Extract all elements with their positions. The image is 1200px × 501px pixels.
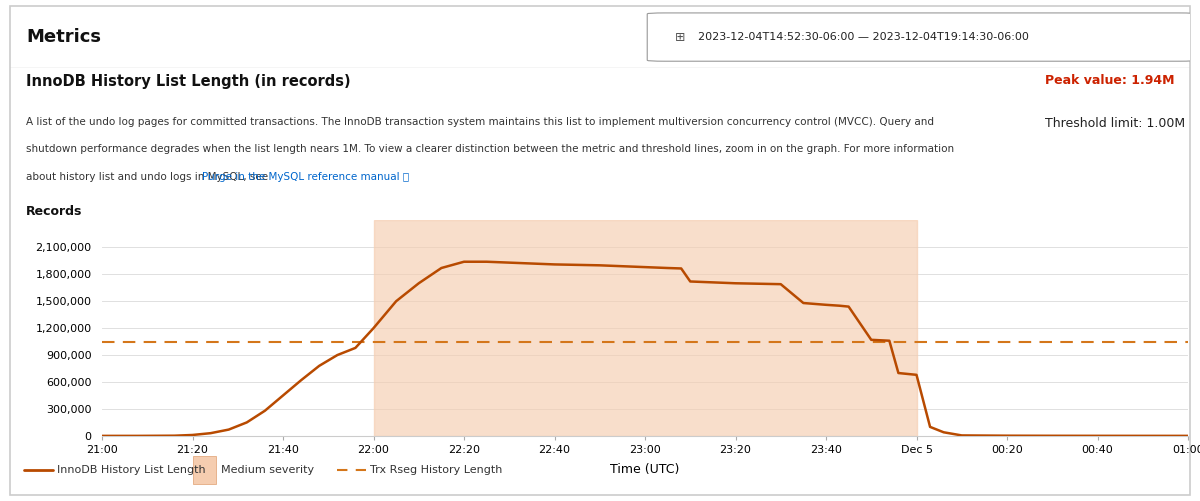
- Bar: [193, 456, 216, 484]
- Text: Records: Records: [26, 205, 83, 218]
- Text: Threshold limit: 1.00M: Threshold limit: 1.00M: [1045, 117, 1186, 130]
- Bar: [373, 220, 917, 436]
- Text: A list of the undo log pages for committed transactions. The InnoDB transaction : A list of the undo log pages for committ…: [26, 117, 934, 127]
- X-axis label: Time (UTC): Time (UTC): [611, 463, 679, 476]
- Text: shutdown performance degrades when the list length nears 1M. To view a clearer d: shutdown performance degrades when the l…: [26, 144, 954, 154]
- Text: ⊞: ⊞: [674, 31, 685, 44]
- Text: 2023-12-04T14:52:30-06:00 — 2023-12-04T19:14:30-06:00: 2023-12-04T14:52:30-06:00 — 2023-12-04T1…: [691, 32, 1028, 42]
- FancyBboxPatch shape: [647, 13, 1196, 61]
- Text: about history list and undo logs in MySQL, see: about history list and undo logs in MySQ…: [26, 171, 269, 181]
- Text: Medium severity: Medium severity: [221, 465, 314, 475]
- Text: InnoDB History List Length (in records): InnoDB History List Length (in records): [26, 74, 350, 89]
- Text: Peak value: 1.94M: Peak value: 1.94M: [1045, 74, 1175, 87]
- Text: Trx Rseg History Length: Trx Rseg History Length: [370, 465, 502, 475]
- Text: Purge in the MySQL reference manual ⧉: Purge in the MySQL reference manual ⧉: [202, 171, 409, 181]
- Text: Metrics: Metrics: [26, 28, 101, 46]
- Text: InnoDB History List Length: InnoDB History List Length: [56, 465, 205, 475]
